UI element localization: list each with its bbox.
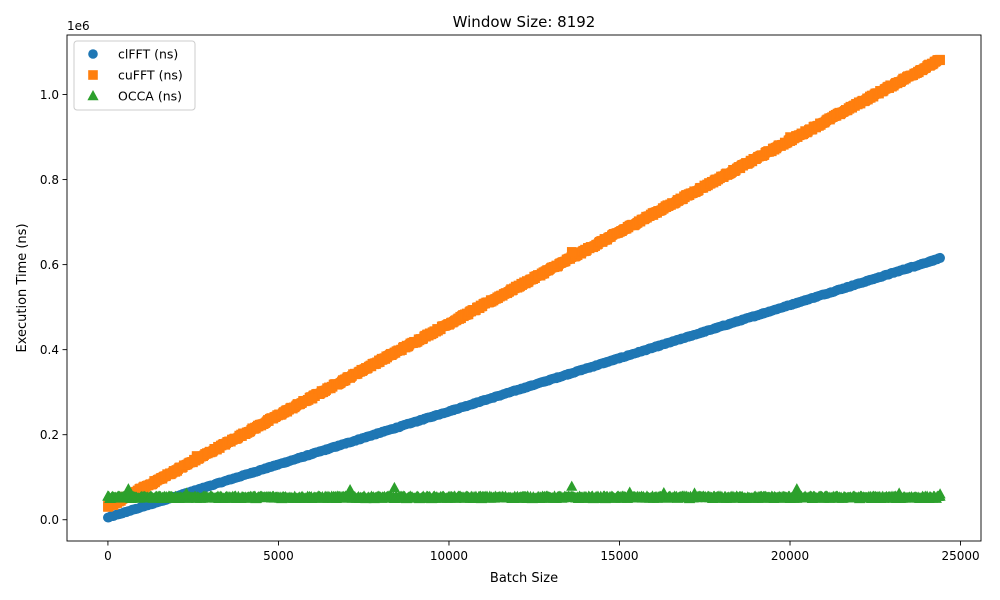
data-point [103,502,113,512]
data-point [103,512,113,523]
data-point [791,483,803,494]
data-point [624,486,636,497]
legend-label-1: cuFFT (ns) [118,68,183,83]
x-axis: 0 5000 10000 15000 20000 25000 [104,541,980,563]
x-tick-label: 25000 [941,549,979,563]
data-point [388,481,401,493]
legend-box [73,40,196,111]
legend-marker-2 [87,90,99,101]
y-tick-label: 0.8 [40,173,59,187]
y-axis-label: Execution Time (ns) [15,223,30,352]
data-point [648,342,659,353]
y-tick-label: 0.0 [40,513,59,527]
data-point [688,487,701,498]
x-tick-label: 5000 [263,549,294,563]
y-offset-label: 1e6 [67,19,90,33]
series-0 [103,252,945,523]
data-point [785,300,795,310]
data-point [893,487,905,498]
data-point [344,483,356,495]
data-point [935,54,945,65]
legend-label-2: OCCA (ns) [118,89,182,104]
data-point [180,487,192,498]
data-point [102,490,114,501]
y-axis: 0.0 0.2 0.4 0.6 0.8 1.0 [40,88,67,527]
data-point [566,247,577,257]
y-tick-label: 0.6 [40,258,59,272]
x-tick-label: 0 [104,549,112,563]
x-tick-label: 20000 [771,549,809,563]
data-point [935,253,945,264]
series-2 [102,480,946,504]
y-tick-label: 0.4 [40,343,59,357]
x-axis-label: Batch Size [490,571,558,586]
y-tick-label: 0.2 [40,428,59,442]
legend-label-0: clFFT (ns) [118,47,178,62]
data-point [191,451,202,461]
x-tick-label: 10000 [430,549,468,563]
legend-marker-0 [88,49,98,59]
data-point [375,427,386,438]
legend-marker-1 [88,70,98,80]
chart-title: Window Size: 8192 [453,13,596,31]
data-point [785,132,795,142]
data-point [307,393,318,404]
x-tick-label: 15000 [600,549,638,563]
data-point [934,488,946,499]
plot-area [102,54,946,523]
axes-frame [66,34,982,542]
data-point [566,480,578,491]
y-tick-label: 1.0 [40,88,59,102]
data-point [658,486,670,498]
data-point [512,385,522,395]
data-point [122,483,134,494]
series-1 [103,54,945,512]
data-point [239,470,250,480]
legend: clFFT (ns) cuFFT (ns) OCCA (ns) [73,40,196,111]
